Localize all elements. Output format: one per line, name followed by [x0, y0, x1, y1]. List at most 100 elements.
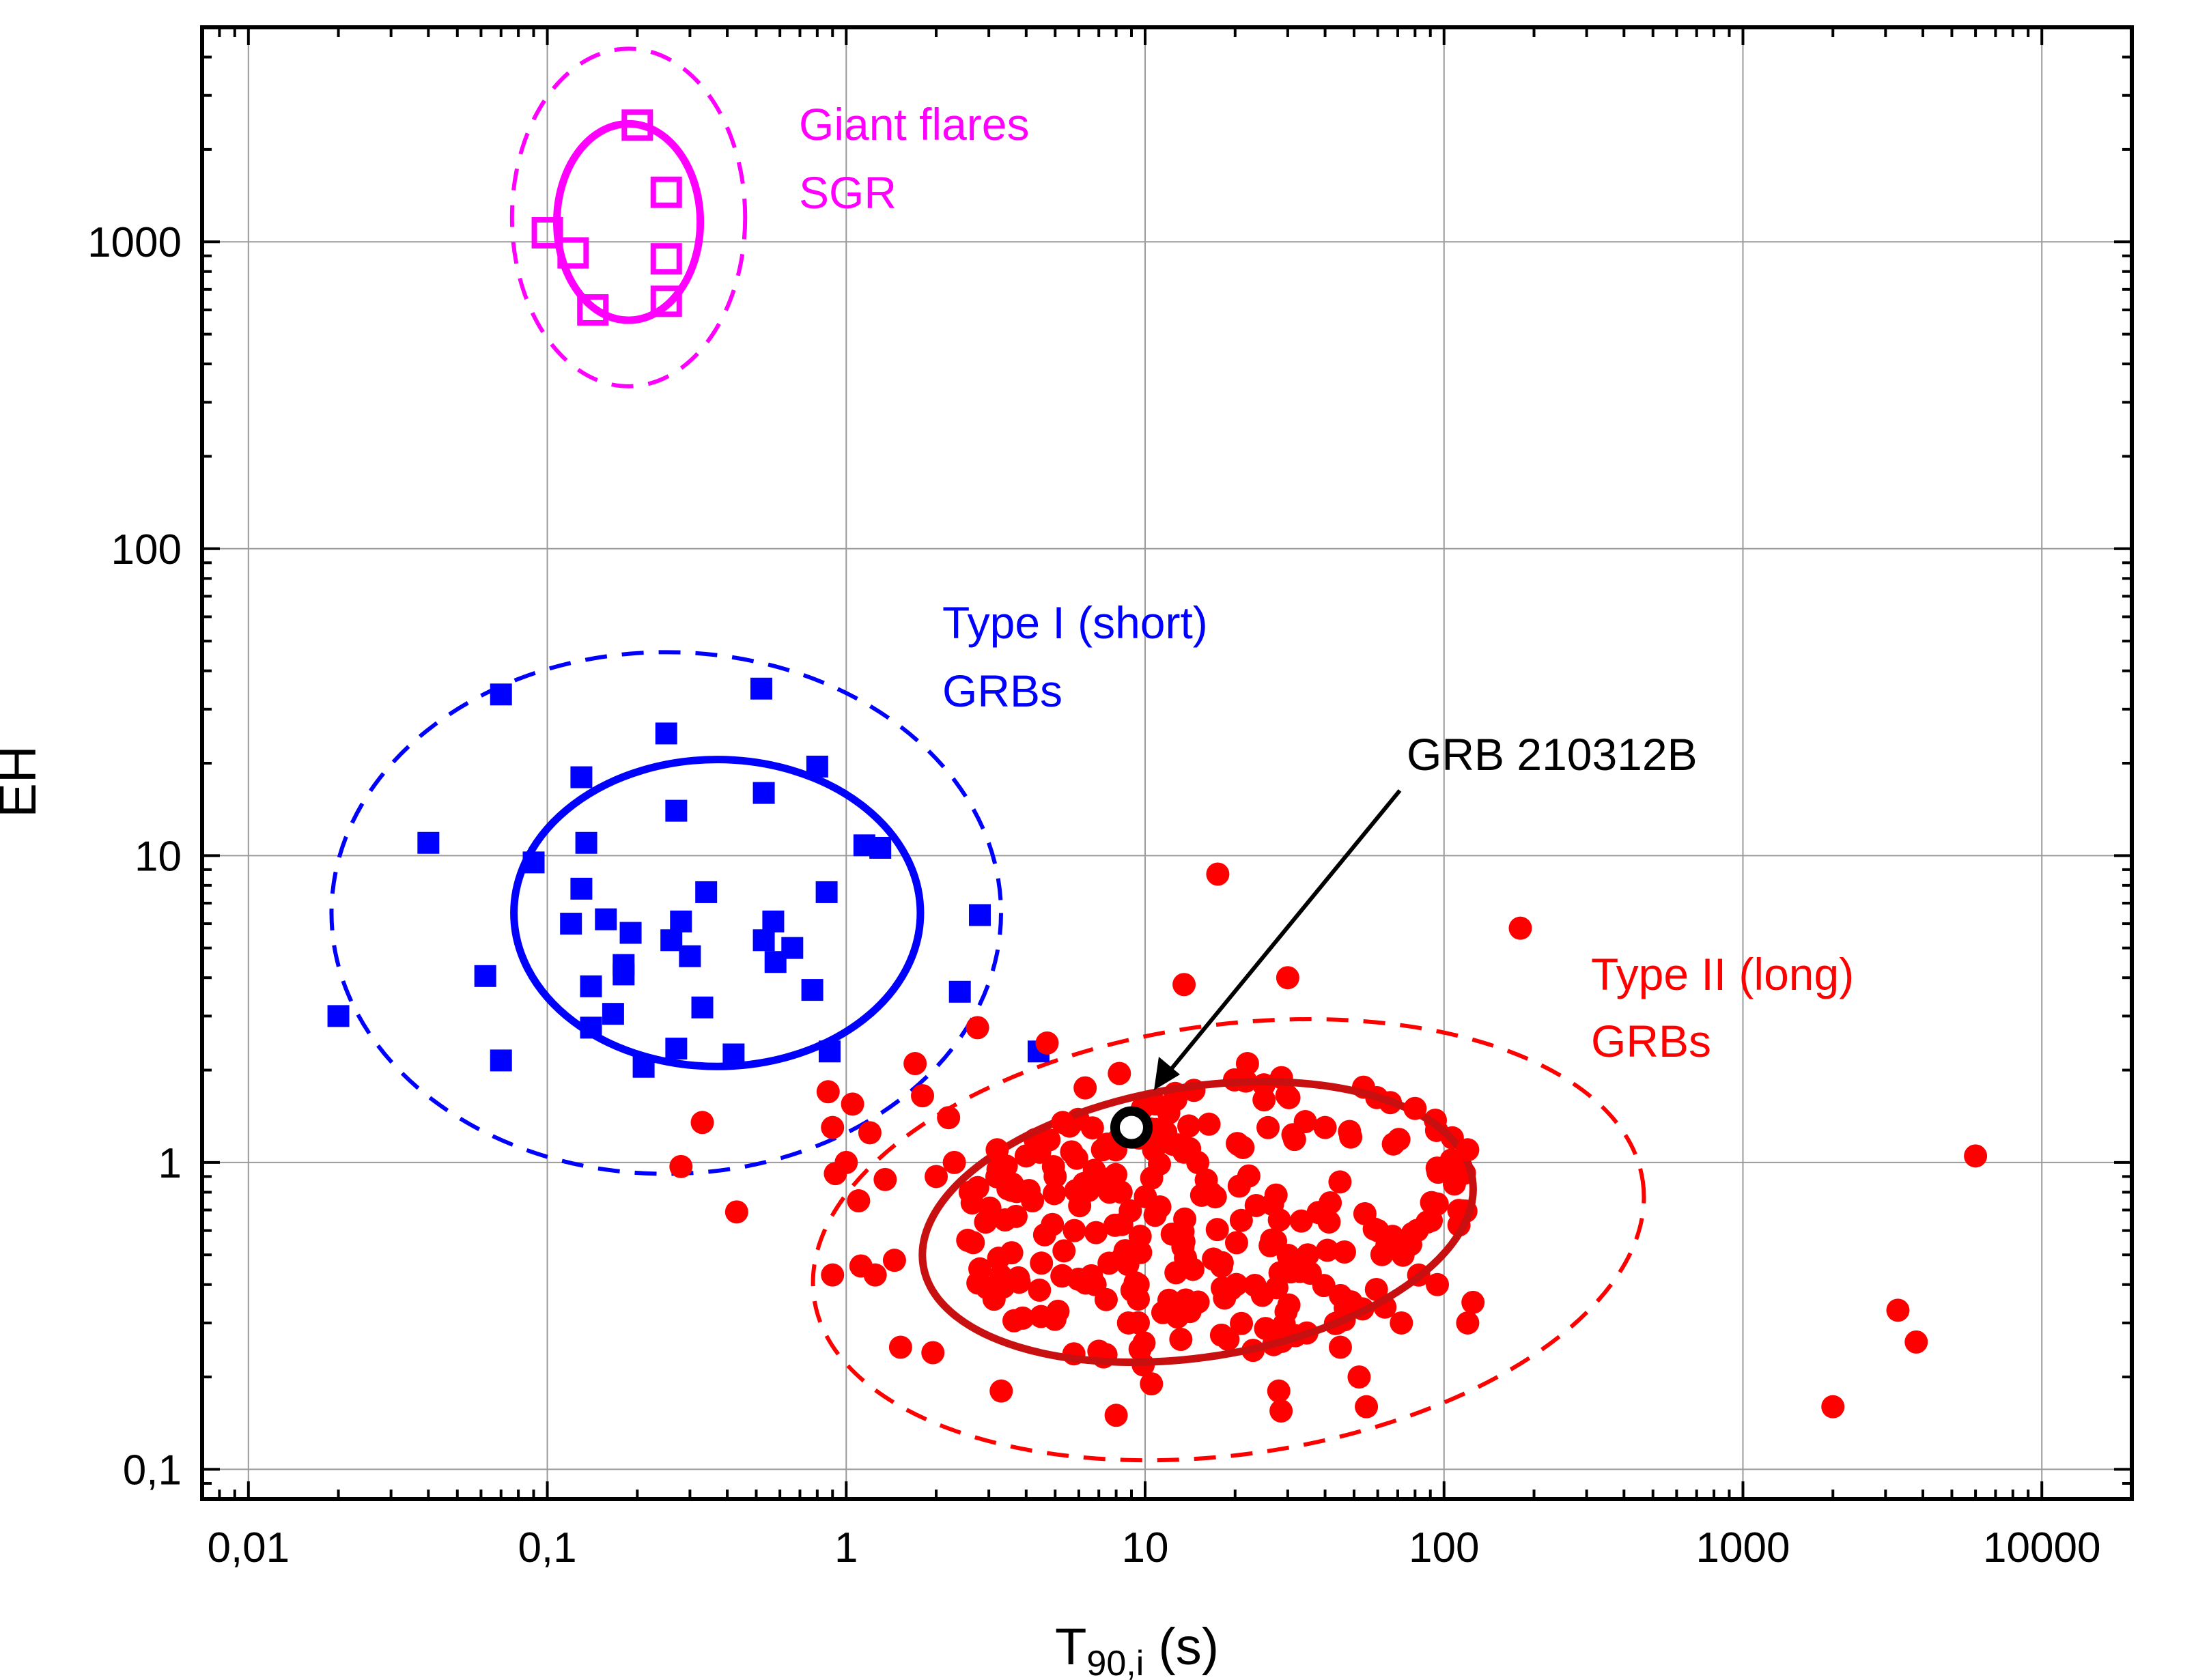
- short-grb-point: [815, 881, 838, 903]
- long-grb-point: [821, 1263, 845, 1287]
- long-grb-point: [1269, 1399, 1293, 1423]
- long-grb-point: [1166, 1305, 1190, 1329]
- short-grb-point: [670, 910, 692, 932]
- long-grb-point: [1254, 1317, 1278, 1341]
- long-grb-point: [1134, 1184, 1157, 1208]
- long-grb-point: [1268, 1261, 1292, 1285]
- long-grb-point: [690, 1111, 714, 1135]
- long-grb-point: [863, 1263, 887, 1287]
- long-grb-point: [1028, 1278, 1052, 1302]
- short-grb-point: [764, 951, 787, 973]
- long-grb-point: [888, 1335, 912, 1359]
- long-grb-point: [1084, 1221, 1108, 1244]
- long-grb-point: [1129, 1240, 1153, 1264]
- y-tick-label: 1: [158, 1140, 182, 1187]
- long-grb-point: [966, 1016, 989, 1040]
- short-annotation-line2: GRBs: [942, 666, 1062, 716]
- long-grb-point: [1062, 1219, 1086, 1242]
- grb-annotation: GRB 210312B: [1407, 729, 1698, 780]
- long-annotation-line2: GRBs: [1591, 1016, 1711, 1066]
- long-grb-point: [1275, 1083, 1299, 1107]
- long-grb-point: [1332, 1240, 1356, 1264]
- short-grb-point: [660, 929, 683, 952]
- short-annotation-line1: Type I (short): [942, 597, 1208, 648]
- long-grb-point: [1296, 1243, 1320, 1267]
- long-grb-point: [1420, 1191, 1444, 1214]
- long-grb-point: [1231, 1135, 1255, 1159]
- long-grb-point: [821, 1115, 845, 1139]
- short-grb-point: [752, 782, 775, 804]
- long-grb-point: [1021, 1189, 1045, 1213]
- short-grb-point: [948, 980, 971, 1003]
- sgr-point: [650, 285, 682, 317]
- long-grb-point: [958, 1180, 982, 1204]
- long-grb-point: [1186, 1290, 1210, 1314]
- grb-arrow-head: [1154, 1057, 1180, 1090]
- long-grb-point: [1267, 1208, 1291, 1232]
- short-grb-point: [750, 677, 772, 700]
- long-grb-point: [1186, 1150, 1210, 1174]
- long-grb-point: [858, 1121, 882, 1145]
- long-grb-point: [1229, 1208, 1253, 1232]
- grb-arrow-line: [1167, 789, 1402, 1073]
- long-grb-point: [1366, 1219, 1390, 1242]
- long-grb-point: [1403, 1096, 1427, 1120]
- short-grb-point: [869, 836, 892, 859]
- long-grb-point: [1097, 1180, 1121, 1204]
- long-grb-point: [968, 1257, 992, 1281]
- long-grb-point: [1103, 1213, 1127, 1237]
- long-annotation-line1: Type II (long): [1591, 949, 1854, 999]
- sgr-annotation-line1: Giant flares: [799, 99, 1029, 150]
- sgr-point: [577, 294, 609, 326]
- ellipse-long-1sigma: [918, 1078, 1477, 1366]
- long-grb-point: [1235, 1052, 1259, 1076]
- short-grb-point: [801, 979, 824, 1001]
- long-grb-point: [1328, 1170, 1352, 1194]
- short-grb-point: [655, 722, 677, 745]
- long-grb-point: [1315, 1238, 1339, 1262]
- long-grb-point: [1051, 1111, 1075, 1135]
- long-grb-point: [1080, 1116, 1104, 1140]
- long-grb-point: [1364, 1277, 1388, 1301]
- short-grb-point: [595, 908, 617, 930]
- long-grb-point: [1508, 916, 1532, 940]
- long-grb-point: [1886, 1298, 1910, 1322]
- long-grb-point: [985, 1138, 1009, 1162]
- long-grb-point: [911, 1084, 935, 1108]
- long-grb-point: [1181, 1257, 1205, 1281]
- long-grb-point: [1230, 1311, 1254, 1335]
- long-grb-point: [1128, 1225, 1152, 1249]
- long-grb-point: [1276, 1244, 1300, 1268]
- long-grb-point: [1256, 1115, 1280, 1139]
- long-grb-point: [1014, 1144, 1038, 1168]
- long-grb-point: [1319, 1191, 1342, 1214]
- long-grb-point: [987, 1247, 1011, 1270]
- long-grb-point: [1426, 1272, 1450, 1296]
- y-axis-title: EH: [0, 745, 47, 818]
- long-grb-point: [1128, 1337, 1152, 1361]
- short-grb-point: [679, 945, 701, 967]
- x-tick-label: 0,1: [518, 1524, 576, 1571]
- long-grb-point: [1090, 1138, 1114, 1162]
- long-grb-point: [1250, 1283, 1274, 1307]
- short-grb-point: [613, 963, 635, 986]
- long-grb-point: [1169, 1327, 1193, 1351]
- long-grb-point: [925, 1165, 948, 1188]
- long-grb-point: [1274, 1300, 1298, 1324]
- x-tick-label: 1000: [1696, 1524, 1790, 1571]
- long-grb-point: [724, 1200, 748, 1224]
- long-grb-point: [1205, 1218, 1229, 1242]
- long-grb-point: [1172, 973, 1196, 997]
- long-grb-point: [816, 1080, 840, 1104]
- long-grb-point: [824, 1162, 847, 1186]
- long-grb-point: [1276, 966, 1299, 990]
- x-axis-title-subscript: 90,i: [1086, 1644, 1144, 1680]
- long-grb-point: [982, 1287, 1006, 1311]
- long-grb-point: [1355, 1395, 1379, 1419]
- long-grb-point: [1104, 1404, 1128, 1427]
- long-grb-point: [1202, 1247, 1226, 1271]
- long-grb-point: [942, 1150, 966, 1174]
- long-grb-point: [921, 1341, 945, 1365]
- long-grb-point: [1073, 1076, 1097, 1100]
- sgr-point: [557, 237, 589, 269]
